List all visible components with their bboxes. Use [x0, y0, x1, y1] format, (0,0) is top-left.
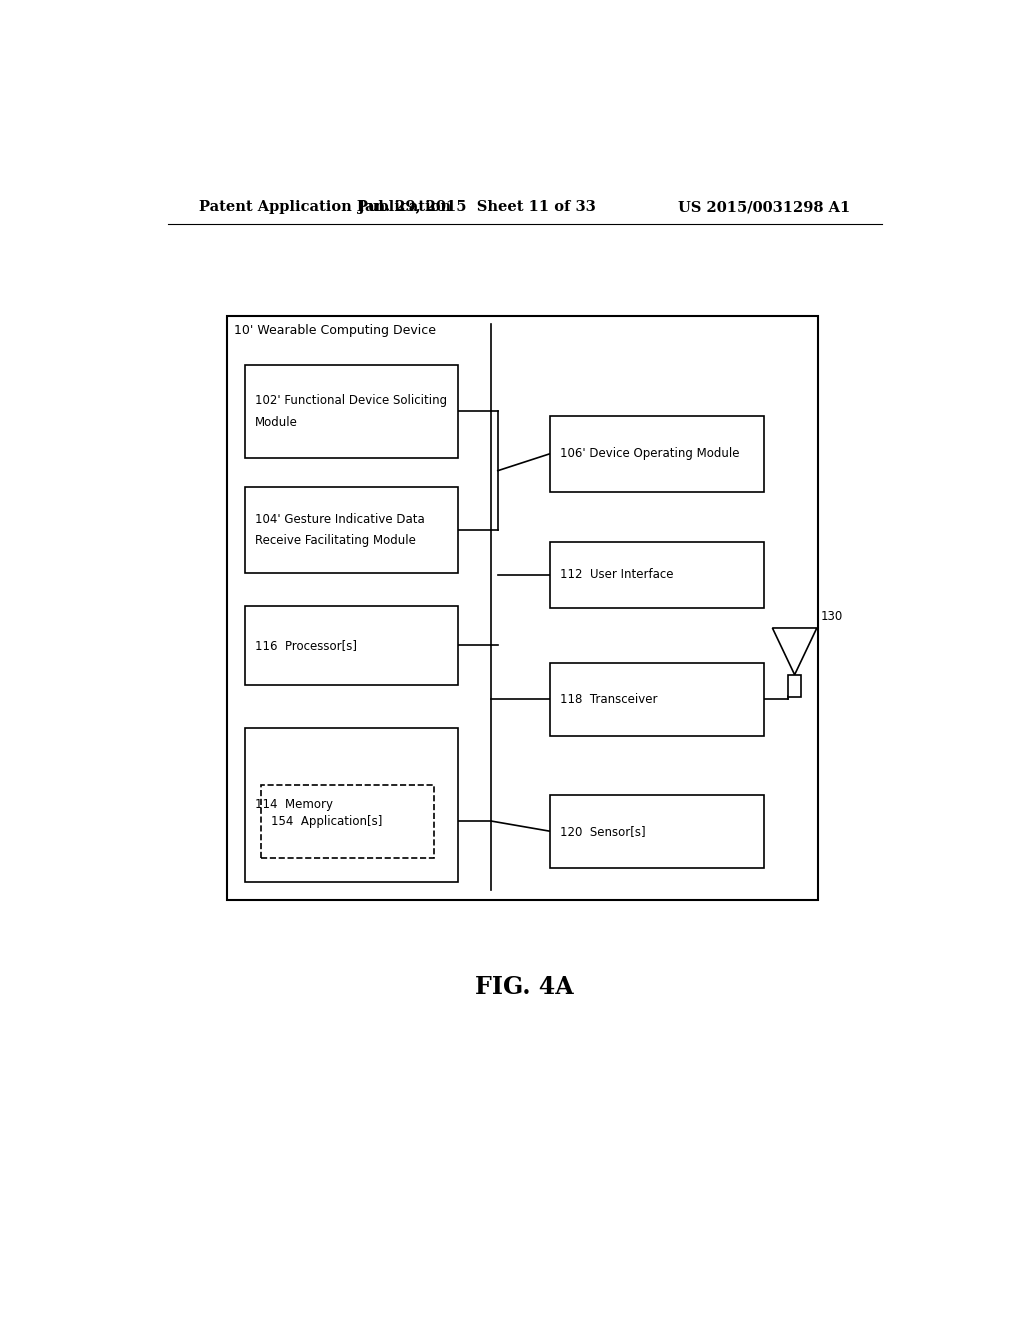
Text: 112  User Interface: 112 User Interface [560, 568, 673, 581]
FancyBboxPatch shape [227, 315, 818, 900]
Text: FIG. 4A: FIG. 4A [475, 974, 574, 999]
Text: 106' Device Operating Module: 106' Device Operating Module [560, 447, 739, 461]
FancyBboxPatch shape [261, 784, 434, 858]
FancyBboxPatch shape [550, 795, 765, 867]
FancyBboxPatch shape [246, 606, 458, 685]
FancyBboxPatch shape [246, 364, 458, 458]
Text: 104' Gesture Indicative Data: 104' Gesture Indicative Data [255, 513, 425, 525]
Text: 118  Transceiver: 118 Transceiver [560, 693, 657, 706]
Text: Patent Application Publication: Patent Application Publication [200, 201, 452, 214]
Text: 130: 130 [821, 610, 843, 623]
Text: 102' Functional Device Soliciting: 102' Functional Device Soliciting [255, 395, 447, 408]
FancyBboxPatch shape [550, 541, 765, 607]
Text: Module: Module [255, 416, 298, 429]
Text: 116  Processor[s]: 116 Processor[s] [255, 639, 357, 652]
Text: 154  Application[s]: 154 Application[s] [270, 814, 382, 828]
FancyBboxPatch shape [550, 416, 765, 492]
Text: Receive Facilitating Module: Receive Facilitating Module [255, 535, 416, 546]
FancyBboxPatch shape [246, 487, 458, 573]
FancyBboxPatch shape [788, 675, 801, 697]
Text: US 2015/0031298 A1: US 2015/0031298 A1 [678, 201, 850, 214]
Text: 114  Memory: 114 Memory [255, 799, 333, 812]
Text: 120  Sensor[s]: 120 Sensor[s] [560, 825, 645, 838]
FancyBboxPatch shape [550, 663, 765, 735]
Text: Jan. 29, 2015  Sheet 11 of 33: Jan. 29, 2015 Sheet 11 of 33 [358, 201, 596, 214]
FancyBboxPatch shape [246, 727, 458, 882]
Text: 10' Wearable Computing Device: 10' Wearable Computing Device [233, 325, 435, 337]
